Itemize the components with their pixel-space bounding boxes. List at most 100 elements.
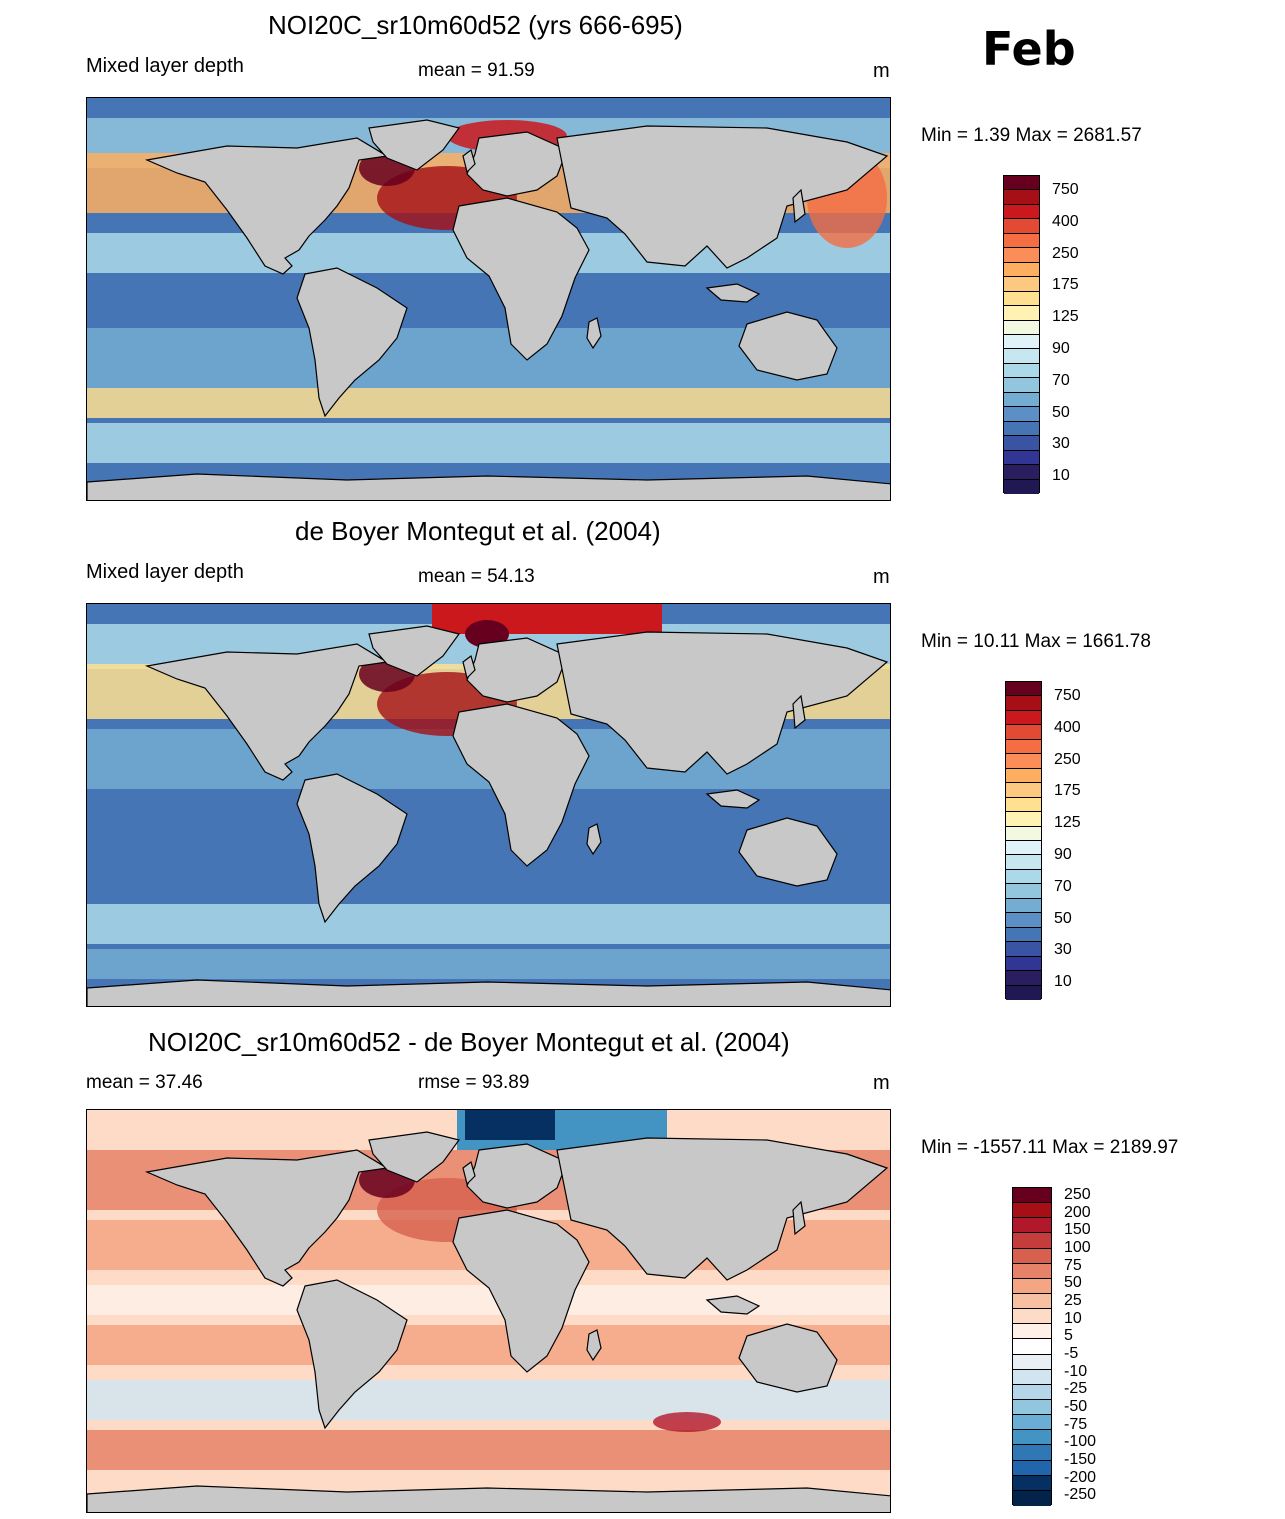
land-north-america (144, 1149, 389, 1287)
colorbar-tick-label: 50 (1052, 403, 1070, 421)
colorbar-box (1006, 696, 1041, 711)
colorbar-tick-label: 25 (1064, 1291, 1082, 1309)
colorbar-box (1006, 942, 1041, 957)
colorbar-box (1006, 985, 1041, 1000)
colorbar-box (1004, 378, 1039, 393)
month-label: Feb (982, 22, 1076, 76)
panel-2-colorbar (1005, 681, 1042, 1000)
nordic-seas-core (465, 1110, 555, 1140)
panel-2-minmax: Min = 10.11 Max = 1661.78 (921, 631, 1151, 652)
panel-1-colorbar (1003, 175, 1040, 494)
colorbar-box (1004, 335, 1039, 350)
colorbar-box (1004, 248, 1039, 263)
colorbar-tick-label: -5 (1064, 1344, 1079, 1362)
colorbar-tick-label: 10 (1064, 1309, 1082, 1327)
colorbar-tick-label: 70 (1054, 877, 1072, 895)
colorbar-tick-label: 125 (1054, 814, 1081, 832)
colorbar-tick-label: 150 (1064, 1221, 1091, 1239)
land-antarctica (87, 1485, 890, 1512)
colorbar-box (1013, 1278, 1051, 1294)
colorbar-box (1013, 1354, 1051, 1370)
colorbar-tick-label: 175 (1052, 276, 1079, 294)
band-antarctic (87, 423, 890, 463)
colorbar-box (1006, 956, 1041, 972)
colorbar-box (1004, 392, 1039, 408)
colorbar-tick-label: 75 (1064, 1256, 1082, 1274)
colorbar-box (1013, 1475, 1051, 1491)
colorbar-box (1006, 797, 1041, 813)
colorbar-box (1006, 725, 1041, 740)
colorbar-box (1013, 1263, 1051, 1279)
land-africa (452, 703, 590, 867)
colorbar-box (1004, 190, 1039, 205)
colorbar-box (1004, 176, 1039, 191)
land-antarctica (87, 473, 890, 500)
colorbar-tick-label: -10 (1064, 1362, 1088, 1380)
colorbar-box (1013, 1400, 1051, 1416)
colorbar-tick-label: 90 (1052, 339, 1070, 357)
panel-3-units: m (873, 1072, 890, 1094)
colorbar-box (1013, 1188, 1051, 1204)
land-madagascar (586, 823, 602, 856)
colorbar-tick-label: 250 (1052, 244, 1079, 262)
colorbar-box (1004, 479, 1039, 494)
land-uk (462, 148, 476, 174)
colorbar-box (1004, 306, 1039, 321)
land-africa (452, 1209, 590, 1373)
colorbar-box (1013, 1203, 1051, 1219)
panel-1-minmax: Min = 1.39 Max = 2681.57 (921, 125, 1142, 146)
colorbar-box (1006, 927, 1041, 943)
panel-2-map (86, 603, 891, 1007)
land-uk (462, 1160, 476, 1186)
land-madagascar (586, 317, 602, 350)
colorbar-box (1004, 349, 1039, 364)
land-japan (792, 694, 806, 730)
band-southern-ocean (87, 904, 890, 944)
colorbar-box (1004, 204, 1039, 220)
panel-3-colorbar (1012, 1187, 1052, 1506)
band-antarctic (87, 949, 890, 979)
panel-1-units: m (873, 60, 890, 82)
colorbar-box (1006, 812, 1041, 827)
colorbar-box (1006, 682, 1041, 697)
colorbar-tick-label: 90 (1054, 845, 1072, 863)
land-greenland (368, 625, 461, 677)
colorbar-box (1006, 710, 1041, 726)
colorbar-box (1006, 898, 1041, 914)
colorbar-tick-label: 70 (1052, 371, 1070, 389)
colorbar-box (1013, 1384, 1051, 1400)
colorbar-box (1013, 1490, 1051, 1506)
colorbar-box (1006, 841, 1041, 856)
land-japan (792, 188, 806, 224)
land-greenland (368, 119, 461, 171)
colorbar-box (1013, 1430, 1051, 1446)
panel-2-left-label: Mixed layer depth (86, 561, 244, 583)
land-australia (738, 817, 838, 887)
panel-1-map (86, 97, 891, 501)
panel-3-mean: mean = 37.46 (86, 1072, 203, 1093)
colorbar-box (1013, 1294, 1051, 1310)
colorbar-box (1013, 1248, 1051, 1264)
land-japan (792, 1200, 806, 1236)
land-africa (452, 197, 590, 361)
land-north-america (144, 137, 389, 275)
panel-2-title: de Boyer Montegut et al. (2004) (295, 516, 661, 546)
land-south-america (296, 773, 408, 924)
colorbar-box (1006, 884, 1041, 899)
panel-2-mean: mean = 54.13 (418, 566, 535, 587)
colorbar-box (1013, 1445, 1051, 1461)
colorbar-tick-label: -100 (1064, 1433, 1097, 1451)
colorbar-box (1013, 1218, 1051, 1234)
colorbar-box (1013, 1233, 1051, 1249)
colorbar-box (1004, 450, 1039, 466)
southern-ocean-anomaly (653, 1412, 721, 1432)
panel-2-map-plot (87, 604, 890, 1006)
land-antarctica (87, 979, 890, 1006)
colorbar-box (1006, 754, 1041, 769)
panel-3-map (86, 1109, 891, 1513)
colorbar-tick-label: -25 (1064, 1380, 1088, 1398)
panel-1-title: NOI20C_sr10m60d52 (yrs 666-695) (268, 10, 683, 40)
colorbar-tick-label: 10 (1052, 467, 1070, 485)
land-south-america (296, 267, 408, 418)
colorbar-tick-label: 175 (1054, 782, 1081, 800)
